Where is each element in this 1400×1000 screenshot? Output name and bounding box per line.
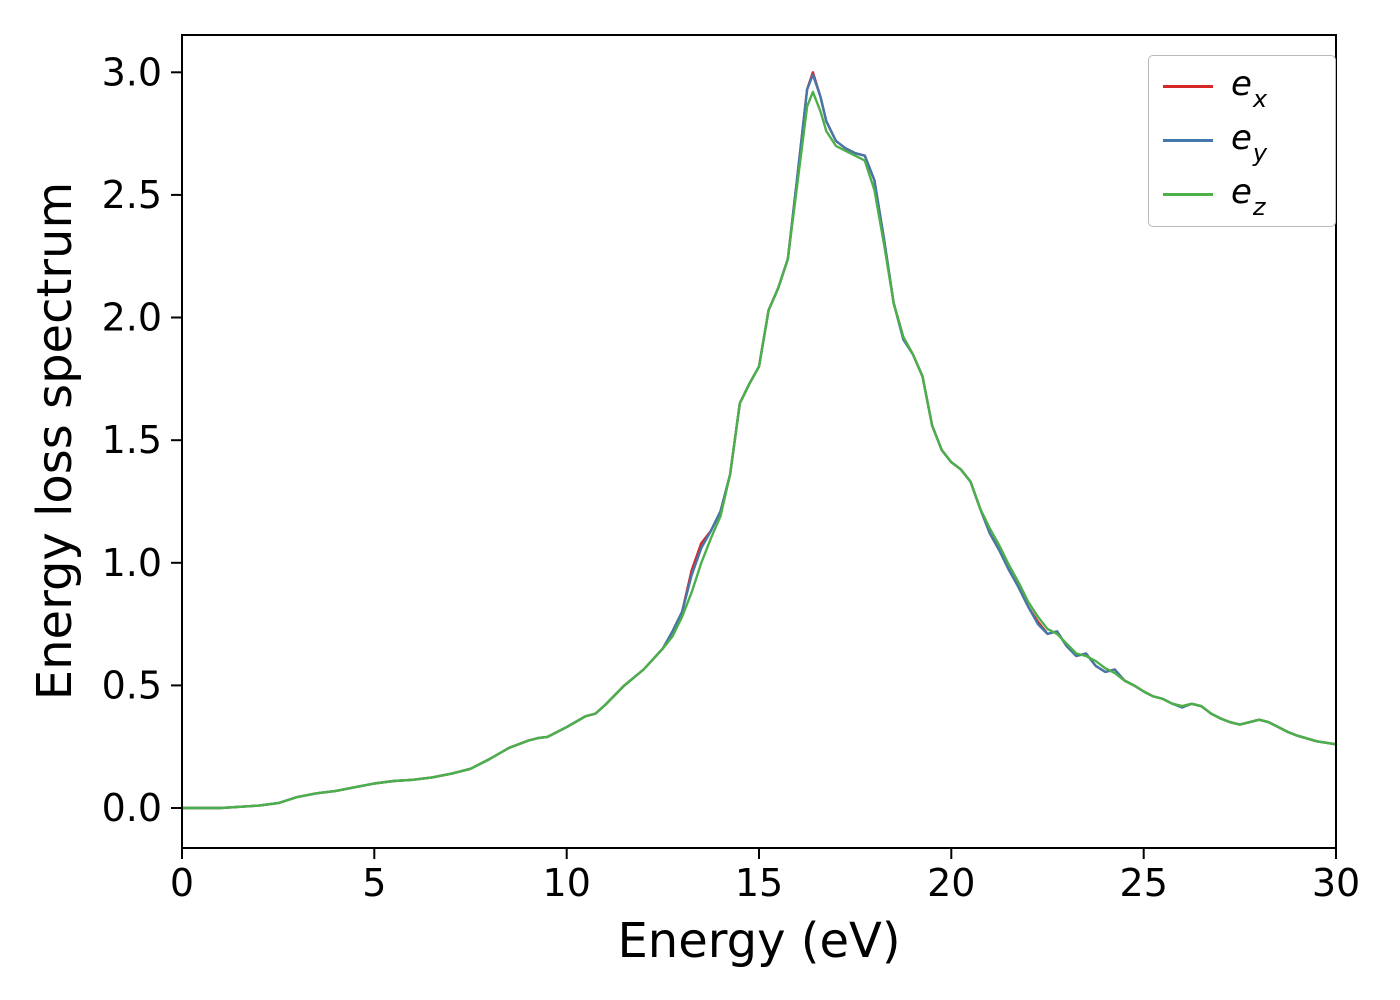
y-tick-label: 1.0 [102, 541, 162, 585]
x-tick-label: 20 [927, 861, 975, 905]
y-tick-label: 0.0 [102, 786, 162, 830]
x-tick-label: 5 [362, 861, 386, 905]
legend-entry-ey: ey [1149, 118, 1335, 167]
x-axis-label: Energy (eV) [617, 913, 901, 969]
y-tick-label: 3.0 [102, 50, 162, 94]
legend: ex ey ez [1148, 55, 1336, 227]
y-tick-label: 0.5 [102, 663, 162, 707]
y-tick-label: 1.5 [102, 418, 162, 462]
x-tick-label: 30 [1312, 861, 1360, 905]
legend-label-ey: ey [1231, 118, 1268, 167]
legend-entry-ex: ex [1149, 64, 1335, 113]
legend-entry-ez: ez [1149, 172, 1335, 221]
y-axis-label: Energy loss spectrum [27, 181, 83, 701]
legend-label-ez: ez [1231, 172, 1266, 221]
legend-label-ex: ex [1231, 64, 1268, 113]
legend-line-sample-ey [1163, 139, 1213, 143]
x-tick-label: 10 [543, 861, 591, 905]
x-tick-label: 15 [735, 861, 783, 905]
y-tick-label: 2.5 [102, 173, 162, 217]
series-ez-line [180, 90, 1338, 810]
x-tick-label: 25 [1120, 861, 1168, 905]
x-tick-label: 0 [170, 861, 194, 905]
y-tick-label: 2.0 [102, 296, 162, 340]
legend-line-sample-ex [1163, 85, 1213, 89]
legend-line-sample-ez [1163, 193, 1213, 197]
